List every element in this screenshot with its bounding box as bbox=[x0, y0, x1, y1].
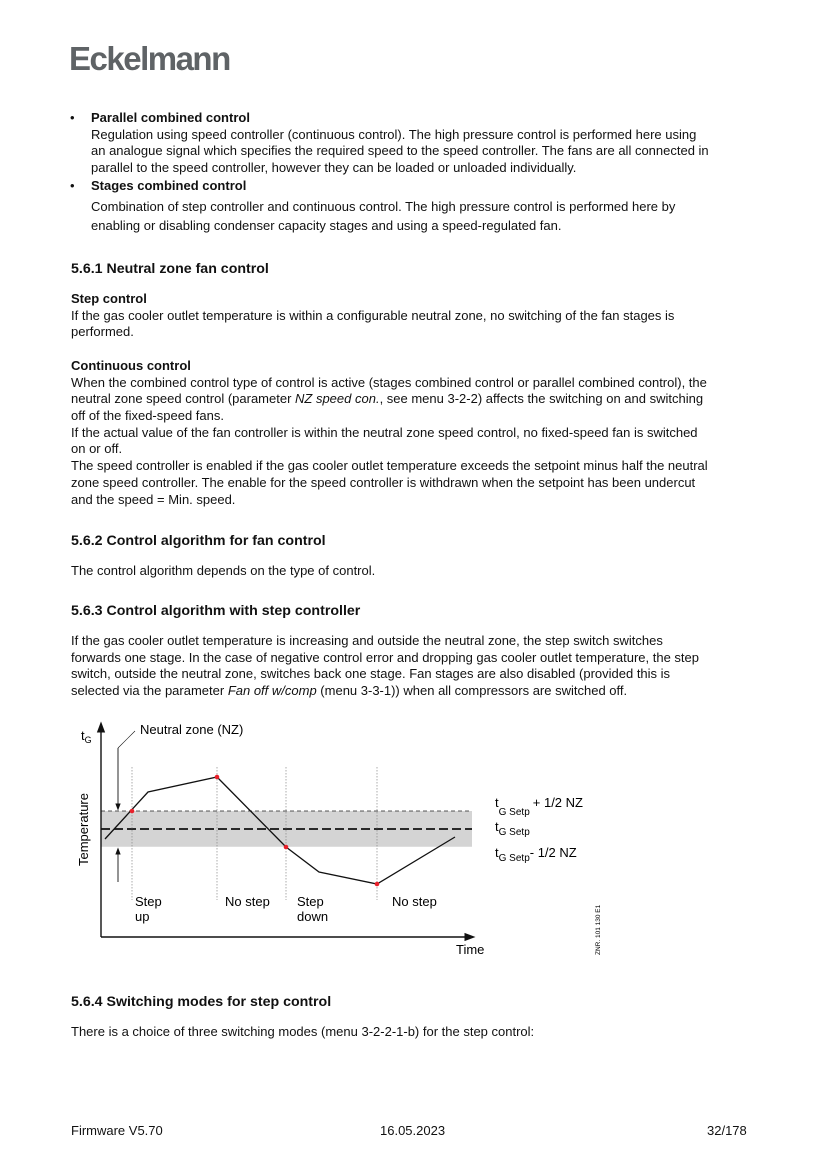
bullet-title: Stages combined control bbox=[91, 178, 247, 193]
bullet-stages-combined: • Stages combined control Combination of… bbox=[70, 178, 771, 235]
y-axis-symbol: tG bbox=[81, 728, 92, 745]
heading-5-6-3: 5.6.3 Control algorithm with step contro… bbox=[71, 603, 361, 619]
text-line: Combination of step controller and conti… bbox=[91, 198, 676, 214]
nz-leader-line bbox=[117, 730, 136, 749]
event-label-no-step-1: No step bbox=[225, 894, 270, 909]
text-line: enabling or disabling condenser capacity… bbox=[91, 217, 562, 233]
continuous-control-section: Continuous control When the combined con… bbox=[71, 358, 771, 508]
bullet-icon: • bbox=[70, 110, 75, 125]
text-line: neutral zone speed control (parameter NZ… bbox=[71, 391, 704, 407]
nz-label: Neutral zone (NZ) bbox=[140, 722, 243, 737]
text-line: The control algorithm depends on the typ… bbox=[71, 563, 376, 578]
footer-page-number: 32/178 bbox=[707, 1123, 747, 1138]
upper-limit-label: tG Setp+ 1/2 NZ bbox=[495, 795, 583, 818]
eckelmann-logo: Eckelmann bbox=[69, 40, 231, 77]
event-point bbox=[283, 844, 289, 850]
text-line: forwards one stage. In the case of negat… bbox=[71, 649, 699, 665]
heading-5-6-4: 5.6.4 Switching modes for step control bbox=[71, 994, 332, 1010]
text-line: performed. bbox=[71, 324, 134, 340]
event-point bbox=[214, 774, 220, 780]
section-5-6-3-text: If the gas cooler outlet temperature is … bbox=[71, 633, 771, 700]
bullet-parallel-combined: • Parallel combined control Regulation u… bbox=[70, 110, 771, 177]
y-axis-label: Temperature bbox=[76, 793, 91, 866]
heading-5-6-1: 5.6.1 Neutral zone fan control bbox=[71, 261, 269, 277]
event-label-no-step-2: No step bbox=[392, 894, 437, 909]
section-5-6-4-text: There is a choice of three switching mod… bbox=[71, 1024, 771, 1041]
footer-date: 16.05.2023 bbox=[380, 1123, 446, 1138]
step-control-text: If the gas cooler outlet temperature is … bbox=[71, 308, 771, 341]
footer-firmware: Firmware V5.70 bbox=[71, 1123, 163, 1138]
text-line: parallel to the speed controller, howeve… bbox=[91, 160, 577, 176]
event-point bbox=[129, 808, 135, 814]
event-label-step-down: Step down bbox=[297, 894, 328, 924]
text-line: There is a choice of three switching mod… bbox=[71, 1024, 535, 1039]
bullet-text: Regulation using speed controller (conti… bbox=[91, 127, 771, 177]
text-line: on or off. bbox=[71, 441, 123, 457]
subheading-step-control: Step control bbox=[71, 291, 147, 306]
text-line: switch, outside the neutral zone, switch… bbox=[71, 666, 671, 682]
text-line: The speed controller is enabled if the g… bbox=[71, 458, 708, 474]
text-line: If the gas cooler outlet temperature is … bbox=[71, 633, 663, 648]
text-line: zone speed controller. The enable for th… bbox=[71, 474, 696, 490]
text-line: When the combined control type of contro… bbox=[71, 374, 707, 390]
heading-5-6-2: 5.6.2 Control algorithm for fan control bbox=[71, 533, 326, 549]
event-label-step-up: Step up bbox=[135, 894, 162, 924]
bullet-title: Parallel combined control bbox=[91, 110, 250, 125]
text-line: an analogue signal which specifies the r… bbox=[91, 143, 709, 159]
continuous-control-text: When the combined control type of contro… bbox=[71, 375, 771, 509]
section-5-6-2-text: The control algorithm depends on the typ… bbox=[71, 563, 771, 580]
step-control-section: Step control If the gas cooler outlet te… bbox=[71, 291, 771, 341]
text-line: If the actual value of the fan controlle… bbox=[71, 424, 698, 440]
bullet-icon: • bbox=[70, 178, 75, 193]
lower-limit-label: tG Setp- 1/2 NZ bbox=[495, 845, 577, 864]
text-line: Regulation using speed controller (conti… bbox=[91, 126, 697, 142]
subheading-continuous-control: Continuous control bbox=[71, 358, 191, 373]
event-point bbox=[374, 881, 380, 887]
text-line: off of the fixed-speed fans. bbox=[71, 408, 224, 424]
text-line: selected via the parameter Fan off w/com… bbox=[71, 683, 628, 699]
setpoint-label: tG Setp bbox=[495, 819, 530, 838]
figure-code: ZNR. 101 130 E1 bbox=[595, 904, 602, 955]
x-axis-label: Time bbox=[456, 942, 484, 957]
text-line: and the speed = Min. speed. bbox=[71, 491, 236, 507]
text-line: If the gas cooler outlet temperature is … bbox=[71, 307, 675, 323]
bullet-text: Combination of step controller and conti… bbox=[91, 197, 771, 235]
